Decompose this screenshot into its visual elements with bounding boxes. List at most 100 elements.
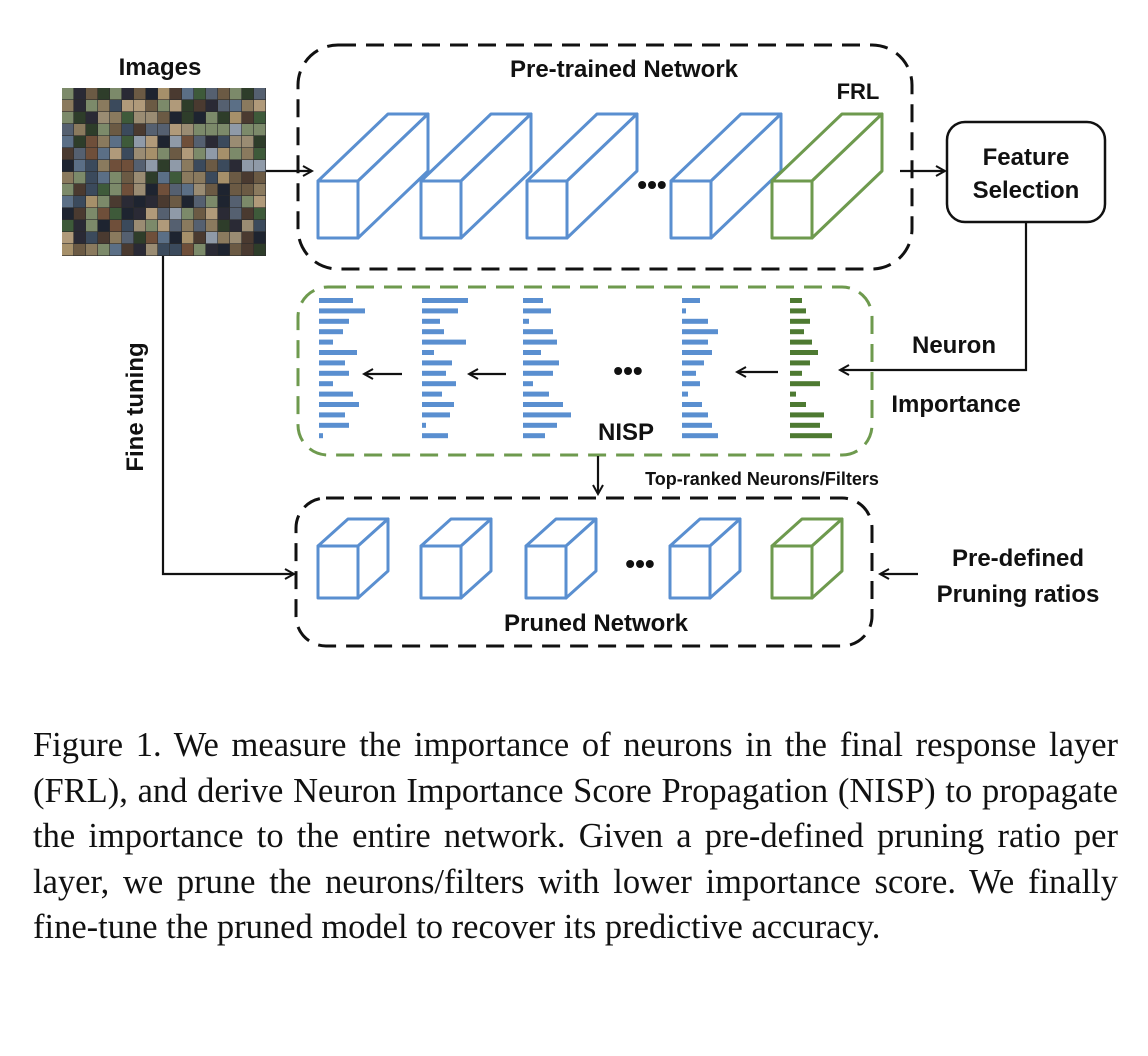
nisp-label: NISP <box>598 419 654 446</box>
pretrained-network-title: Pre-trained Network <box>510 56 739 83</box>
pruned-layers <box>316 517 844 600</box>
importance-bar <box>790 381 820 387</box>
importance-bar <box>790 318 810 324</box>
importance-bar <box>422 298 468 303</box>
importance-bar <box>523 339 557 345</box>
pretrained-ellipsis: ••• <box>637 169 666 200</box>
importance-bar <box>422 381 456 387</box>
images-thumbnail-mosaic <box>62 88 266 256</box>
pruned-layer-4 <box>668 517 742 600</box>
frl-label: FRL <box>837 79 880 104</box>
nisp-ellipsis: ••• <box>613 355 642 386</box>
importance-bar <box>319 339 333 345</box>
pruned-layer-1 <box>316 517 390 600</box>
nisp-diagram: Images Pre-trained Network FRL ••• Featu… <box>62 43 1107 648</box>
importance-bar <box>422 370 446 376</box>
importance-bar <box>523 412 571 418</box>
importance-bar <box>422 339 466 345</box>
importance-bar-column-4 <box>682 298 718 439</box>
importance-bar <box>319 370 349 376</box>
pruned-network-box <box>294 496 874 648</box>
importance-bar <box>523 381 533 387</box>
pretrained-layer-1 <box>316 112 430 240</box>
importance-bar <box>422 318 440 324</box>
importance-bar <box>682 402 702 407</box>
importance-bar <box>790 370 802 376</box>
feature-selection-line1: Feature <box>983 144 1070 171</box>
pretrained-layer-4 <box>669 112 783 240</box>
importance-bar <box>523 329 553 335</box>
importance-bar <box>319 350 357 355</box>
predefined-line1: Pre-defined <box>952 545 1084 572</box>
importance-bar <box>319 402 359 407</box>
importance-label: Importance <box>891 391 1020 418</box>
importance-bar <box>682 318 708 324</box>
pretrained-layer-2 <box>419 112 533 240</box>
importance-bar <box>682 329 718 335</box>
predefined-line2: Pruning ratios <box>937 581 1100 608</box>
importance-bar <box>790 308 806 314</box>
top-ranked-label: Top-ranked Neurons/Filters <box>645 469 879 489</box>
importance-bar <box>523 350 541 355</box>
importance-bar <box>682 412 708 418</box>
images-label: Images <box>119 54 202 81</box>
importance-bar <box>523 360 559 366</box>
importance-bar <box>523 391 549 397</box>
importance-bar <box>682 350 712 355</box>
importance-bar-column-3 <box>523 298 571 439</box>
importance-bar-columns <box>319 298 832 439</box>
importance-bar-column-1 <box>319 298 365 439</box>
importance-bar <box>682 381 700 387</box>
importance-bar <box>790 422 820 428</box>
importance-bar <box>523 370 553 376</box>
importance-bar <box>682 422 712 428</box>
feature-selection-box <box>945 120 1107 224</box>
importance-bar <box>790 433 832 439</box>
pretrained-network-box <box>296 43 914 271</box>
pretrained-layers <box>316 112 884 240</box>
importance-bar <box>682 391 688 397</box>
importance-bar <box>422 360 452 366</box>
importance-bar <box>422 402 454 407</box>
importance-bar <box>319 308 365 314</box>
importance-bar <box>319 318 349 324</box>
pruned-layer-2 <box>419 517 493 600</box>
feature-selection-to-nisp-arrow <box>840 222 1028 370</box>
importance-bar <box>422 329 444 335</box>
importance-bar <box>790 391 796 397</box>
importance-bar <box>422 433 448 439</box>
figure-caption: Figure 1. We measure the importance of n… <box>33 726 1118 946</box>
fine-tuning-arrow <box>161 256 294 574</box>
importance-bar <box>790 329 804 335</box>
importance-bar <box>319 433 323 439</box>
importance-bar <box>523 402 563 407</box>
importance-bar <box>422 391 442 397</box>
importance-bar <box>422 412 450 418</box>
importance-bar <box>523 422 557 428</box>
importance-bar-column-5 <box>790 298 832 439</box>
importance-bar <box>319 391 353 397</box>
importance-bar <box>790 412 824 418</box>
importance-bar <box>523 298 543 303</box>
importance-bar <box>523 433 545 439</box>
feature-selection-line2: Selection <box>973 177 1080 204</box>
pruned-frl-layer <box>770 517 844 600</box>
pruned-layer-3 <box>524 517 598 600</box>
importance-bar <box>422 350 434 355</box>
importance-bar <box>682 433 718 439</box>
importance-bar <box>319 412 345 418</box>
importance-bar <box>790 360 810 366</box>
pruned-network-title: Pruned Network <box>504 610 689 637</box>
importance-bar <box>422 308 458 314</box>
importance-bar <box>682 360 704 366</box>
neuron-label: Neuron <box>912 332 996 359</box>
importance-bar <box>422 422 426 428</box>
frl-layer <box>770 112 884 240</box>
importance-bar <box>319 422 349 428</box>
pruned-ellipsis: ••• <box>625 548 654 579</box>
importance-bar-column-2 <box>422 298 468 439</box>
importance-bar <box>682 308 686 314</box>
importance-bar <box>790 298 802 303</box>
importance-bar <box>682 298 700 303</box>
pretrained-layer-3 <box>525 112 639 240</box>
